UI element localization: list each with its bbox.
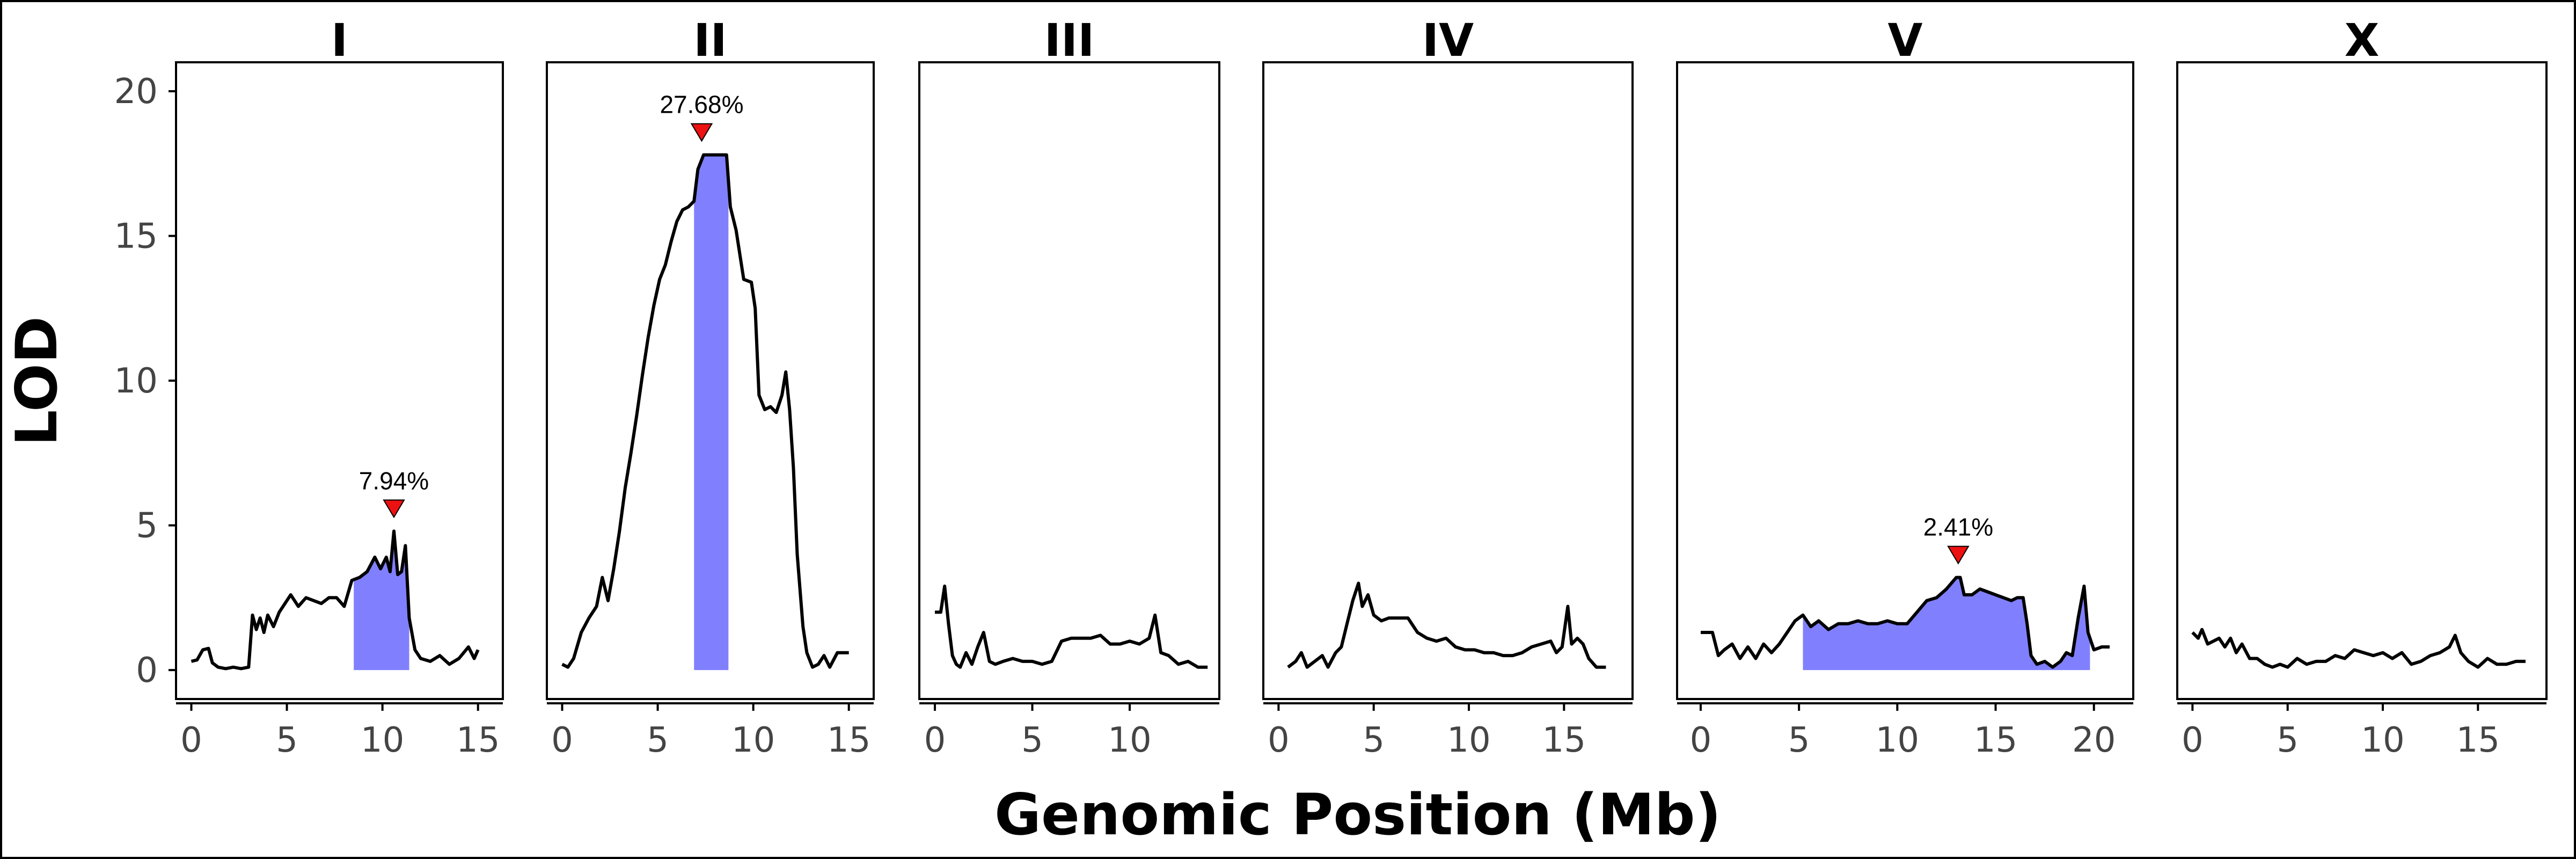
x-tick-label: 15 (456, 720, 500, 760)
x-tick-label: 20 (2072, 720, 2116, 760)
panel-ii: II 27.68% 0 5 10 15 (546, 14, 875, 760)
panel-frame (2176, 61, 2548, 700)
x-tick-label: 15 (2456, 720, 2500, 760)
panel-title: V (1887, 14, 1922, 67)
x-tick-label: 5 (2277, 720, 2299, 760)
y-tick-label: 0 (136, 651, 158, 690)
x-tick-label: 5 (1021, 720, 1043, 760)
panel-frame (918, 61, 1220, 700)
peak-marker (690, 123, 713, 142)
peak-variance-label: 2.41% (1923, 513, 1993, 541)
panel-title: II (693, 14, 727, 67)
x-tick-label: 15 (1542, 720, 1586, 760)
peak-marker (1947, 545, 1970, 565)
x-tick-label: 10 (1447, 720, 1490, 760)
panel-frame (546, 61, 875, 700)
panel-title: I (331, 14, 348, 67)
peak-variance-label: 27.68% (660, 91, 743, 119)
y-tick-label: 5 (136, 506, 158, 546)
panel-title: III (1044, 14, 1095, 67)
x-tick-label: 5 (647, 720, 669, 760)
x-tick-label: 0 (1268, 720, 1290, 760)
x-tick-label: 5 (1363, 720, 1385, 760)
x-tick-label: 0 (2182, 720, 2204, 760)
x-tick-label: 10 (1876, 720, 1919, 760)
x-tick-label: 0 (924, 720, 946, 760)
confidence-interval (694, 155, 729, 671)
lod-line (935, 584, 1208, 669)
x-tick-label: 5 (1788, 720, 1810, 760)
x-tick-label: 0 (551, 720, 573, 760)
lod-line (191, 529, 480, 671)
panel-title: X (2345, 14, 2380, 67)
lod-line (1287, 581, 1606, 669)
x-tick-label: 15 (827, 720, 870, 760)
x-tick-label: 5 (276, 720, 298, 760)
lod-line (2191, 628, 2526, 669)
x-tick-label: 10 (1108, 720, 1151, 760)
y-tick-label: 15 (114, 216, 158, 256)
panel-i: I 7.94% 0 5 10 15 (175, 14, 504, 760)
y-axis-label: LOD (4, 316, 70, 446)
x-tick-label: 0 (180, 720, 202, 760)
peak-variance-label: 7.94% (359, 467, 429, 494)
lod-line (561, 153, 849, 669)
panel-iv: IV 0 5 10 15 (1262, 14, 1634, 760)
panel-v: V 2.41% 0 5 10 15 20 (1676, 14, 2134, 760)
peak-marker (383, 499, 405, 519)
panel-frame (175, 61, 504, 700)
x-axis-label: Genomic Position (Mb) (994, 782, 1721, 848)
x-tick-label: 10 (361, 720, 404, 760)
x-tick-label: 10 (2361, 720, 2404, 760)
panel-title: IV (1422, 14, 1474, 67)
y-tick-label: 10 (114, 361, 158, 401)
panel-frame (1262, 61, 1634, 700)
panels: 0 5 10 15 20 I 7.94% 0 5 10 15 II 27.68% 0 5 10 15 III 0 5 1… (114, 14, 2548, 760)
x-tick-label: 0 (1690, 720, 1712, 760)
y-tick-label: 20 (114, 72, 158, 112)
panel-x: X 0 5 10 15 (2176, 14, 2548, 760)
x-tick-label: 10 (731, 720, 775, 760)
lod-line (1701, 576, 2110, 669)
panel-frame (1676, 61, 2134, 700)
panel-iii: III 0 5 10 (918, 14, 1220, 760)
x-tick-label: 15 (1974, 720, 2017, 760)
confidence-interval (1803, 577, 2090, 671)
